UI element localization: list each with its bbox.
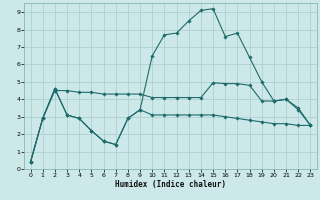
- X-axis label: Humidex (Indice chaleur): Humidex (Indice chaleur): [115, 180, 226, 189]
